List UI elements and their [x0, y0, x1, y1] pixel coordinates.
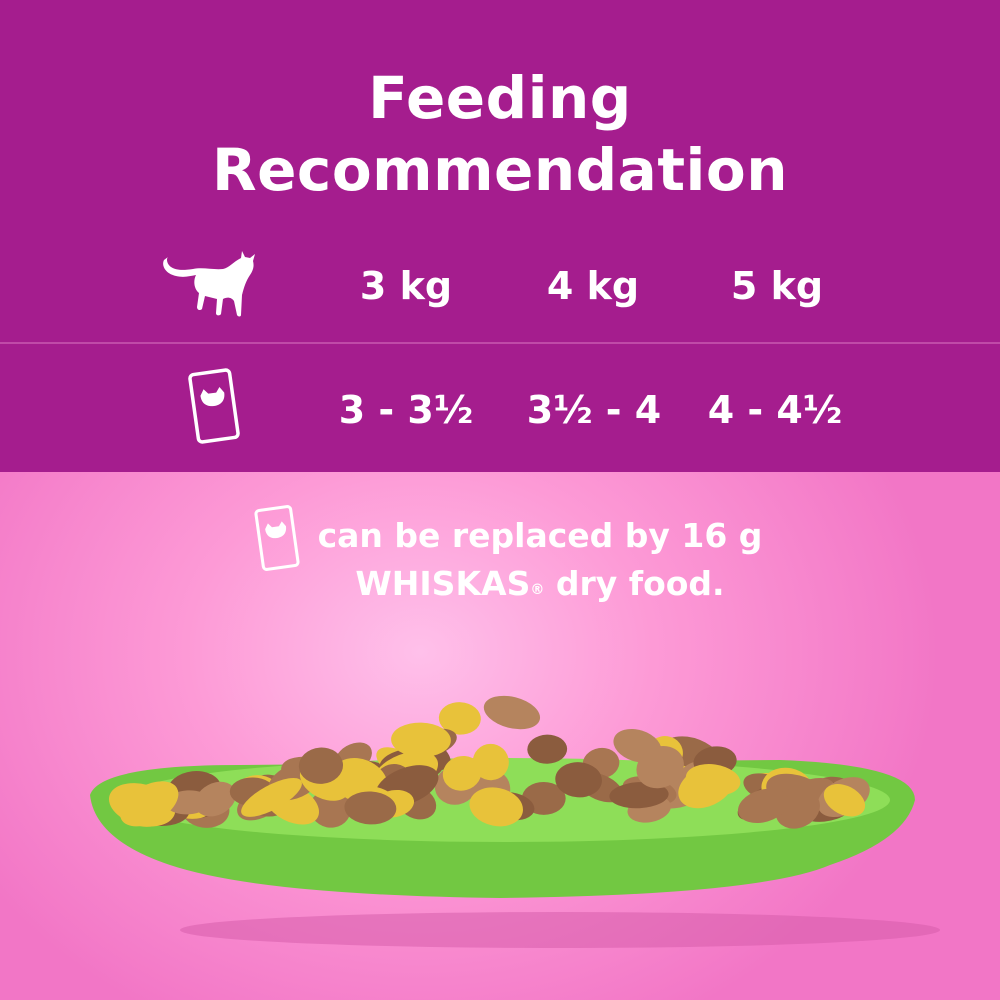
- food-chunk: [823, 784, 866, 817]
- title-line-1: Feeding: [368, 64, 632, 132]
- replacement-note: can be replaced by 16 g WHISKAS® dry foo…: [300, 512, 780, 608]
- food-chunk: [738, 788, 789, 824]
- food-chunk: [391, 722, 451, 758]
- note-line-2: WHISKAS® dry food.: [300, 560, 780, 608]
- header-panel: Feeding Recommendation 3 kg 4 kg 5 kg 3 …: [0, 0, 1000, 472]
- food-chunk: [469, 787, 523, 827]
- title-line-2: Recommendation: [211, 136, 789, 204]
- food-chunk: [636, 746, 684, 789]
- food-chunk: [344, 791, 397, 825]
- brand-name: WHISKAS: [355, 564, 531, 603]
- food-chunk: [119, 781, 179, 827]
- food-chunk: [241, 777, 302, 817]
- food-chunk: [555, 762, 602, 798]
- food-chunk: [442, 755, 482, 791]
- registered-mark: ®: [530, 582, 545, 598]
- cat-icon: [163, 251, 255, 317]
- weight-5kg: 5 kg: [730, 264, 824, 308]
- row-divider: [0, 342, 1000, 344]
- pouch-icon: [188, 368, 240, 444]
- portion-3kg: 3 - 3½: [338, 388, 474, 432]
- food-chunk: [298, 747, 344, 784]
- food-chunk: [438, 702, 481, 735]
- note-line-2-rest: dry food.: [544, 564, 725, 603]
- food-chunk: [685, 764, 741, 796]
- weight-3kg: 3 kg: [359, 264, 453, 308]
- food-chunk: [483, 695, 541, 730]
- food-chunk: [527, 734, 568, 764]
- page-title: Feeding Recommendation: [0, 62, 1000, 206]
- bottom-panel: [0, 472, 1000, 1000]
- food-chunk: [472, 743, 509, 781]
- weight-4kg: 4 kg: [546, 264, 640, 308]
- food-chunk: [609, 782, 669, 809]
- portion-5kg: 4 - 4½: [707, 388, 843, 432]
- note-line-1: can be replaced by 16 g: [317, 516, 763, 555]
- food-plate-image: [90, 695, 940, 948]
- pouch-icon: [254, 505, 300, 571]
- portion-4kg: 3½ - 4: [526, 388, 662, 432]
